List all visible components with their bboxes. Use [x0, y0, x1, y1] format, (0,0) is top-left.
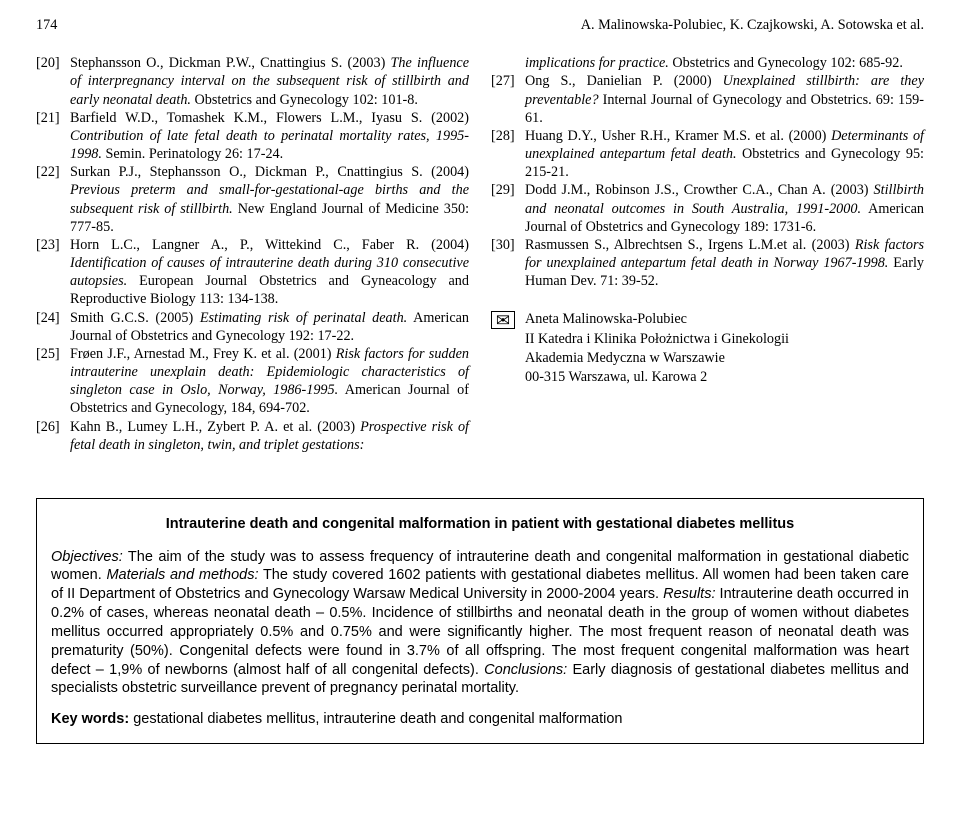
- reference-number: [30]: [491, 236, 525, 291]
- reference-body: Barfield W.D., Tomashek K.M., Flowers L.…: [70, 109, 469, 164]
- conclusions-label: Conclusions:: [484, 662, 567, 678]
- envelope-icon: ✉: [491, 311, 515, 329]
- address-line: 00-315 Warszawa, ul. Karowa 2: [525, 368, 789, 387]
- address-line: Akademia Medyczna w Warszawie: [525, 349, 789, 368]
- keywords-text: gestational diabetes mellitus, intrauter…: [129, 711, 622, 727]
- reference-item: [23]Horn L.C., Langner A., P., Wittekind…: [36, 236, 469, 309]
- reference-item: [26]Kahn B., Lumey L.H., Zybert P. A. et…: [36, 418, 469, 454]
- reference-body: Smith G.C.S. (2005) Estimating risk of p…: [70, 309, 469, 345]
- correspondence-address: Aneta Malinowska-PolubiecII Katedra i Kl…: [525, 310, 789, 387]
- reference-number: [24]: [36, 309, 70, 345]
- address-line: Aneta Malinowska-Polubiec: [525, 310, 789, 329]
- reference-number: [28]: [491, 127, 525, 182]
- reference-item: [28]Huang D.Y., Usher R.H., Kramer M.S. …: [491, 127, 924, 182]
- reference-number: [20]: [36, 54, 70, 109]
- reference-body: Surkan P.J., Stephansson O., Dickman P.,…: [70, 163, 469, 236]
- keywords-row: Key words: gestational diabetes mellitus…: [51, 710, 909, 729]
- reference-item-continuation: implications for practice. Obstetrics an…: [491, 54, 924, 72]
- reference-body: implications for practice. Obstetrics an…: [525, 54, 924, 72]
- reference-item: [30]Rasmussen S., Albrechtsen S., Irgens…: [491, 236, 924, 291]
- abstract-box: Intrauterine death and congenital malfor…: [36, 498, 924, 744]
- references-columns: [20]Stephansson O., Dickman P.W., Cnatti…: [36, 54, 924, 454]
- abstract-body: Objectives: The aim of the study was to …: [51, 548, 909, 699]
- reference-item: [29]Dodd J.M., Robinson J.S., Crowther C…: [491, 181, 924, 236]
- address-line: II Katedra i Klinika Położnictwa i Ginek…: [525, 330, 789, 349]
- abstract-title: Intrauterine death and congenital malfor…: [51, 515, 909, 534]
- references-column-left: [20]Stephansson O., Dickman P.W., Cnatti…: [36, 54, 469, 454]
- reference-item: [24]Smith G.C.S. (2005) Estimating risk …: [36, 309, 469, 345]
- running-header: 174 A. Malinowska-Polubiec, K. Czajkowsk…: [36, 16, 924, 34]
- reference-number: [21]: [36, 109, 70, 164]
- references-column-right: implications for practice. Obstetrics an…: [491, 54, 924, 454]
- reference-item: [21]Barfield W.D., Tomashek K.M., Flower…: [36, 109, 469, 164]
- reference-number: [27]: [491, 72, 525, 127]
- reference-body: Frøen J.F., Arnestad M., Frey K. et al. …: [70, 345, 469, 418]
- reference-number: [29]: [491, 181, 525, 236]
- reference-number: [22]: [36, 163, 70, 236]
- reference-item: [20]Stephansson O., Dickman P.W., Cnatti…: [36, 54, 469, 109]
- page-number: 174: [36, 16, 57, 34]
- keywords-label: Key words:: [51, 711, 129, 727]
- reference-item: [25]Frøen J.F., Arnestad M., Frey K. et …: [36, 345, 469, 418]
- objectives-label: Objectives:: [51, 549, 123, 565]
- reference-item: [27]Ong S., Danielian P. (2000) Unexplai…: [491, 72, 924, 127]
- reference-body: Horn L.C., Langner A., P., Wittekind C.,…: [70, 236, 469, 309]
- running-head-authors: A. Malinowska-Polubiec, K. Czajkowski, A…: [581, 16, 924, 34]
- reference-item: [22]Surkan P.J., Stephansson O., Dickman…: [36, 163, 469, 236]
- reference-body: Ong S., Danielian P. (2000) Unexplained …: [525, 72, 924, 127]
- reference-body: Kahn B., Lumey L.H., Zybert P. A. et al.…: [70, 418, 469, 454]
- reference-number: [26]: [36, 418, 70, 454]
- reference-number: [25]: [36, 345, 70, 418]
- reference-body: Dodd J.M., Robinson J.S., Crowther C.A.,…: [525, 181, 924, 236]
- reference-body: Huang D.Y., Usher R.H., Kramer M.S. et a…: [525, 127, 924, 182]
- reference-body: Stephansson O., Dickman P.W., Cnattingiu…: [70, 54, 469, 109]
- materials-label: Materials and methods:: [106, 567, 258, 583]
- results-label: Results:: [663, 586, 715, 602]
- reference-body: Rasmussen S., Albrechtsen S., Irgens L.M…: [525, 236, 924, 291]
- correspondence-block: ✉ Aneta Malinowska-PolubiecII Katedra i K…: [491, 310, 924, 387]
- reference-number: [23]: [36, 236, 70, 309]
